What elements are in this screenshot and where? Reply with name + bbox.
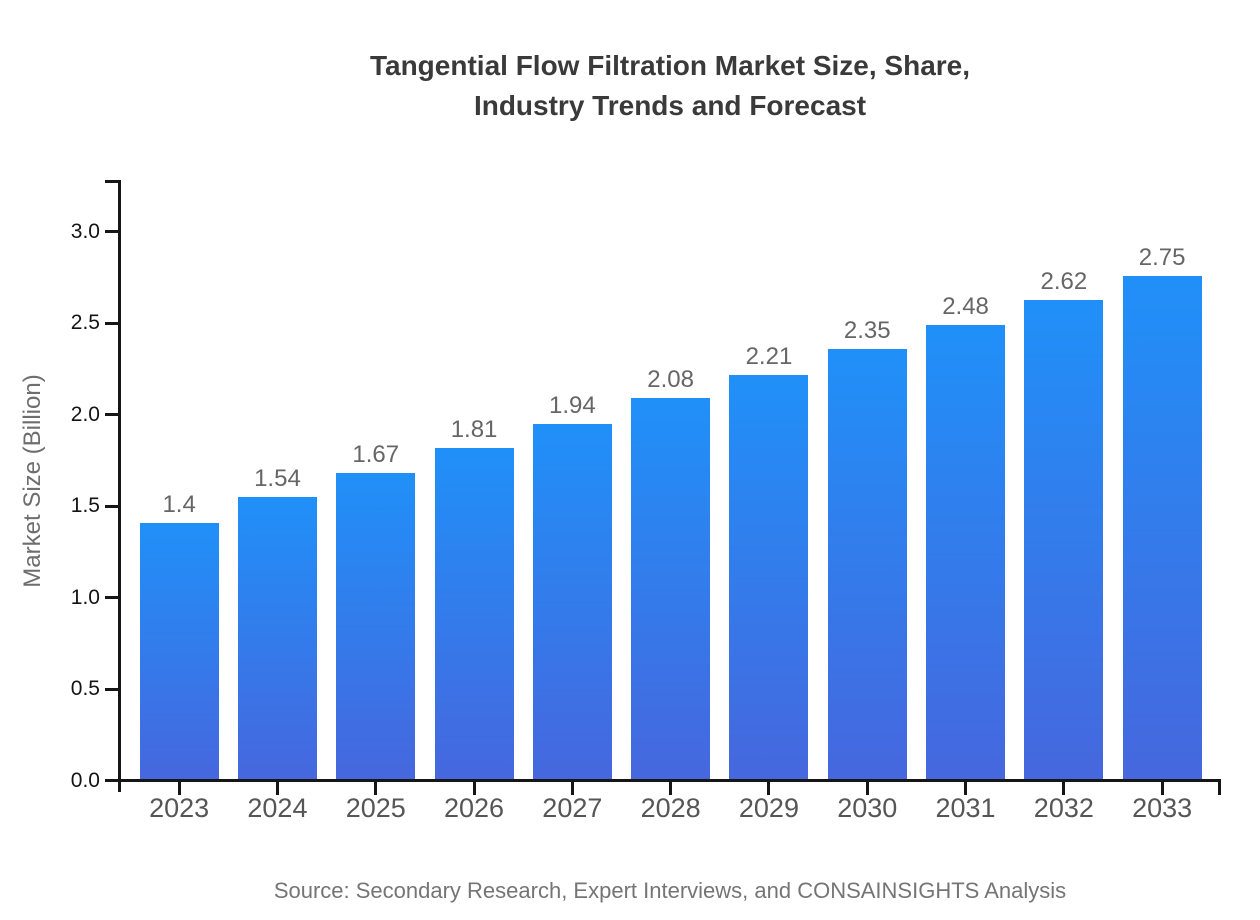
bar-value-label: 1.67 bbox=[352, 441, 400, 468]
bar-value-label: 2.35 bbox=[843, 317, 891, 344]
chart-title-line-1: Tangential Flow Filtration Market Size, … bbox=[369, 50, 971, 81]
x-axis-line bbox=[118, 779, 1221, 782]
y-tick bbox=[105, 230, 118, 233]
bar-value-label: 2.62 bbox=[1040, 268, 1088, 295]
y-tick-label: 2.5 bbox=[70, 311, 100, 334]
bar bbox=[631, 398, 711, 779]
y-axis-end-cap bbox=[105, 180, 118, 183]
bar bbox=[827, 349, 907, 779]
bar bbox=[926, 325, 1006, 779]
bar-value-label: 1.4 bbox=[162, 491, 196, 518]
bar bbox=[336, 473, 416, 779]
x-tick bbox=[669, 782, 673, 795]
chart-title-line-2: Industry Trends and Forecast bbox=[473, 90, 867, 121]
chart-title: Tangential Flow Filtration Market Size, … bbox=[120, 46, 1220, 126]
bar-value-label: 2.48 bbox=[942, 293, 989, 320]
x-tick bbox=[374, 782, 378, 795]
bar bbox=[139, 523, 219, 779]
x-tick bbox=[275, 782, 279, 795]
y-tick-label: 3.0 bbox=[70, 219, 100, 243]
bar-value-label: 2.08 bbox=[647, 366, 694, 393]
y-tick bbox=[105, 687, 118, 691]
bar-value-label: 2.75 bbox=[1138, 244, 1186, 271]
y-tick-label: 0.0 bbox=[70, 768, 100, 792]
y-tick-label: 2.0 bbox=[70, 402, 100, 426]
y-tick bbox=[105, 413, 118, 416]
bar bbox=[1024, 300, 1104, 779]
x-tick-label: 2027 bbox=[542, 793, 603, 823]
x-tick bbox=[1160, 782, 1164, 795]
x-tick-label: 2029 bbox=[738, 793, 799, 823]
x-tick bbox=[570, 782, 574, 795]
y-tick bbox=[105, 321, 118, 325]
bar-value-label: 2.21 bbox=[745, 343, 793, 370]
x-tick-label: 2023 bbox=[149, 793, 210, 823]
y-tick-label: 1.5 bbox=[70, 494, 100, 517]
x-tick-label: 2025 bbox=[345, 793, 406, 823]
x-tick-label: 2028 bbox=[640, 793, 701, 823]
bar bbox=[729, 375, 809, 779]
x-tick bbox=[1062, 782, 1066, 795]
source-note: Source: Secondary Research, Expert Inter… bbox=[273, 878, 1067, 903]
x-tick-label: 2031 bbox=[935, 793, 996, 823]
bar-value-label: 1.94 bbox=[548, 392, 596, 419]
x-tick-label: 2030 bbox=[837, 793, 898, 823]
bar-value-label: 1.81 bbox=[450, 416, 498, 443]
bar bbox=[237, 497, 317, 779]
y-tick bbox=[105, 596, 118, 599]
y-tick bbox=[105, 779, 118, 782]
y-tick bbox=[105, 504, 118, 508]
x-tick-label: 2033 bbox=[1132, 793, 1193, 823]
x-tick-label: 2024 bbox=[247, 793, 308, 823]
x-tick-label: 2032 bbox=[1033, 793, 1094, 823]
x-axis-end-tick bbox=[1218, 782, 1221, 795]
x-tick bbox=[865, 782, 869, 795]
y-tick-label: 1.0 bbox=[70, 585, 100, 609]
y-axis-line bbox=[118, 180, 121, 792]
x-tick bbox=[472, 782, 476, 795]
x-tick bbox=[964, 782, 968, 795]
bar-value-label: 1.54 bbox=[254, 465, 301, 492]
x-tick bbox=[177, 782, 181, 795]
bar bbox=[1122, 276, 1202, 779]
bar bbox=[532, 424, 612, 779]
x-tick bbox=[767, 782, 771, 795]
bar bbox=[434, 448, 514, 779]
y-tick-label: 0.5 bbox=[70, 677, 100, 700]
x-tick-label: 2026 bbox=[444, 793, 505, 823]
